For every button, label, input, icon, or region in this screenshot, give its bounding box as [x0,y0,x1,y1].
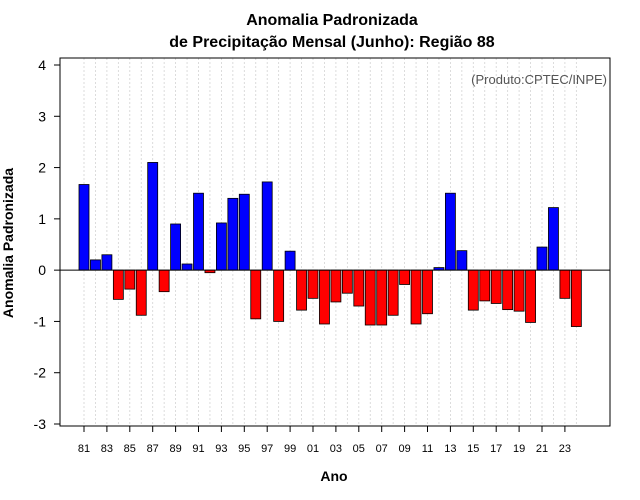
bar-99 [284,250,296,271]
x-tick-label: 01 [307,443,319,455]
bar-89 [170,223,182,271]
y-tick-label: 3 [38,108,46,124]
bar-08 [387,269,399,316]
chart-title: Anomalia Padronizada [246,12,418,29]
bar-16 [479,269,491,302]
bar-18 [502,269,514,311]
bar-20 [525,269,536,323]
x-tick-label: 05 [353,443,365,455]
bar-13 [444,192,456,271]
bar-06 [364,269,376,326]
x-tick-label: 23 [559,443,571,455]
bar-81 [78,184,90,271]
bar-91 [193,192,204,271]
x-tick-label: 89 [169,443,181,455]
bar-15 [467,269,479,311]
bar-83 [101,254,113,271]
bar-05 [353,269,365,307]
x-tick-label: 83 [101,443,113,455]
chart-subtitle: de Precipitação Mensal (Junho): Região 8… [169,34,495,51]
x-tick-label: 93 [215,443,227,455]
bar-24 [570,269,582,327]
bar-09 [399,269,411,285]
x-tick-label: 99 [284,443,296,455]
y-tick-label: -3 [34,416,47,432]
x-tick-label: 91 [192,443,204,455]
credit-text: (Produto:CPTEC/INPE) [471,72,607,87]
x-tick-label: 15 [467,443,479,455]
bar-00 [296,269,307,311]
bar-97 [261,181,273,271]
x-tick-label: 09 [398,443,410,455]
bar-19 [513,269,525,312]
bar-14 [456,250,468,271]
bar-01 [307,269,319,299]
x-axis: 81 83 85 87 89 91 93 95 97 99 01 03 05 07 09 11 13 15 17 19… [78,426,571,455]
x-axis-label: Ano [320,468,347,484]
x-tick-label: 03 [330,443,342,455]
bar-22 [548,207,559,271]
bars-layer [78,162,582,327]
plot-frame [59,57,611,427]
bar-96 [250,269,262,320]
bar-85 [124,269,136,290]
x-tick-label: 97 [261,443,273,455]
y-tick-label: 2 [38,160,46,176]
x-tick-label: 85 [124,443,136,455]
x-tick-label: 95 [238,443,250,455]
bar-93 [215,222,227,271]
bar-98 [273,269,285,322]
bar-86 [135,269,147,316]
y-axis-label: Anomalia Padronizada [0,168,16,318]
bar-23 [559,269,571,299]
x-tick-label: 21 [536,443,548,455]
y-tick-label: 1 [38,211,46,227]
y-tick-label: -1 [34,313,47,329]
y-axis: -3 -2 -1 0 1 2 3 4 [34,57,60,432]
y-tick-label: 4 [38,57,46,73]
x-tick-label: 11 [422,443,433,455]
y-tick-label: 0 [38,262,46,278]
bar-21 [536,246,548,271]
bar-04 [341,269,353,294]
x-tick-label: 87 [147,443,159,455]
bar-82 [90,259,101,271]
bar-07 [376,269,388,326]
bar-10 [410,269,422,325]
x-tick-label: 07 [376,443,388,455]
x-tick-label: 81 [78,443,90,455]
bar-11 [422,269,433,315]
y-tick-label: -2 [34,365,47,381]
x-tick-label: 19 [513,443,525,455]
bar-87 [147,162,159,271]
bar-17 [490,269,502,304]
bar-95 [238,193,250,271]
bar-88 [158,269,170,293]
bar-94 [227,197,239,271]
x-tick-label: 17 [490,443,502,455]
x-tick-label: 13 [444,443,456,455]
bar-90 [181,263,193,271]
bar-03 [330,269,342,303]
bar-02 [319,269,330,325]
bar-84 [112,269,124,300]
